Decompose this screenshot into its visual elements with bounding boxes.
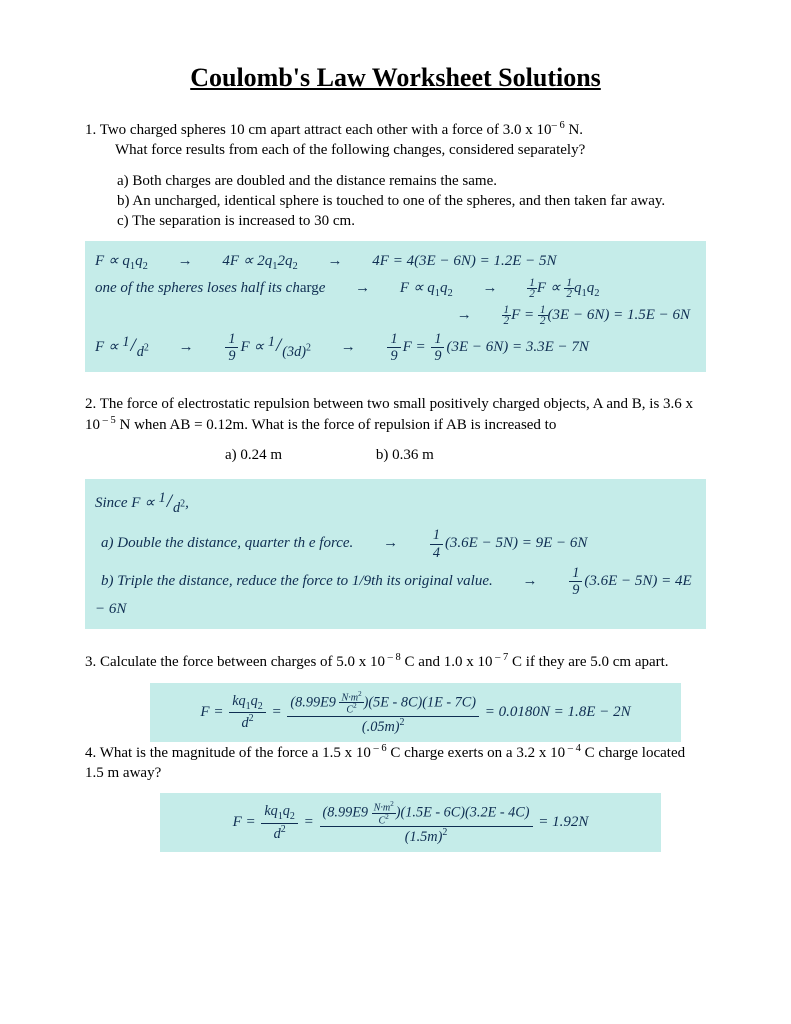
q2-stem: 2. The force of electrostatic repulsion … [85,394,706,436]
sol1-l1b: 4F ∝ 2q [222,253,272,269]
q2-opt-b: b) 0.36 m [376,445,434,465]
q2-options: a) 0.24 m b) 0.36 m [85,445,706,465]
q1-a: a) Both charges are doubled and the dist… [85,171,706,191]
sol3-num: (8.99E9 [290,694,339,710]
sol1-l4c: F = [403,339,430,355]
sol4-lead: F = [233,814,260,830]
sol1-l4a: F ∝ [95,339,122,355]
solution-1: F ∝ q1q2 → 4F ∝ 2q12q2 → 4F = 4(3E − 6N)… [85,241,706,371]
q1-exp: – 6 [552,120,565,131]
q1-stem: 1. Two charged spheres 10 cm apart attra… [85,119,706,140]
sol2-a: a) Double the distance, quarter th e for… [95,528,696,560]
q4-e2: – 4 [565,743,581,754]
q2-opt-a: a) 0.24 m [225,447,282,463]
sol1-l3: F = [511,307,538,323]
q4-a: 4. What is the magnitude of the force a … [85,745,371,761]
sol2-since: Since F ∝ 1/d2, [95,487,696,520]
sol2-b: b) Triple the distance, reduce the force… [95,566,696,622]
q3-e2: – 7 [492,652,508,663]
question-4: 4. What is the magnitude of the force a … [85,742,706,784]
sol1-l4b: F ∝ [240,339,267,355]
sol2-since-text: Since F ∝ [95,495,159,511]
sol1-line2: one of the spheres loses half its charge… [95,276,696,303]
q3-a: 3. Calculate the force between charges o… [85,654,385,670]
sol1-l4d: (3E − 6N) = 3.3E − 7N [446,339,588,355]
sol1-l2b: F ∝ q [400,280,435,296]
sol1-l3b: (3E − 6N) = 1.5E − 6N [548,307,690,323]
q2-exp: – 5 [100,415,116,426]
sol1-arg: arg [300,280,319,296]
q3-c: C if they are 5.0 cm apart. [508,654,668,670]
sol4-num2: )(1.5E - 6C)(3.2E - 4C) [396,804,530,820]
sol3-den: (.05m) [362,718,400,734]
sol2-b-text: b) Triple the distance, reduce the force… [95,573,493,589]
solution-2: Since F ∝ 1/d2, a) Double the distance, … [85,479,706,629]
solution-4: F = kq1q2d2 = (8.99E9 N·m2C2)(1.5E - 6C)… [160,793,661,852]
question-3: 3. Calculate the force between charges o… [85,651,706,672]
sol1-l2c: F ∝ [537,280,561,296]
q2-stem-b: N when AB = 0.12m. What is the force of … [116,417,557,433]
solution-3: F = kq1q2d2 = (8.99E9 N·m2C2)(5E - 8C)(1… [150,683,681,742]
sol4-num: (8.99E9 [323,804,372,820]
q3-b: C and 1.0 x 10 [401,654,493,670]
sol1-line4: F ∝ 1/d2 → 19F ∝ 1/(3d)2 → 19F = 19(3E −… [95,331,696,364]
q3-stem: 3. Calculate the force between charges o… [85,651,706,672]
sol4-rhs: = 1.92N [535,814,589,830]
sol3-lead: F = [200,703,227,719]
q1-stem-b: N. [565,122,583,138]
q4-b: C charge exerts on a 3.2 x 10 [387,745,565,761]
sol1-line1: F ∝ q1q2 → 4F ∝ 2q12q2 → 4F = 4(3E − 6N)… [95,249,696,276]
q1-c: c) The separation is increased to 30 cm. [85,211,706,231]
q4-e1: – 6 [371,743,387,754]
q1-stem-c: What force results from each of the foll… [85,140,706,160]
page: Coulomb's Law Worksheet Solutions 1. Two… [0,0,791,1024]
sol3-rhs: = 0.0180N = 1.8E − 2N [481,703,631,719]
q4-stem: 4. What is the magnitude of the force a … [85,742,706,784]
sol4-den: (1.5m) [405,829,443,845]
sol1-line3: → 12F = 12(3E − 6N) = 1.5E − 6N [95,303,696,327]
sol2-a-eq: (3.6E − 5N) = 9E − 6N [445,535,587,551]
sol3-num2: )(5E - 8C)(1E - 7C) [364,694,476,710]
q3-e1: – 8 [385,652,401,663]
page-title: Coulomb's Law Worksheet Solutions [85,60,706,95]
question-1: 1. Two charged spheres 10 cm apart attra… [85,119,706,231]
q1-b: b) An uncharged, identical sphere is tou… [85,191,706,211]
sol1-e: e [319,280,326,296]
sol1-l1c: 4F = 4(3E − 6N) = 1.2E − 5N [372,253,556,269]
sol1-l1a: F ∝ q [95,253,130,269]
sol1-l2a: one of the spheres loses half its ch [95,280,300,296]
question-2: 2. The force of electrostatic repulsion … [85,394,706,466]
sol2-a-text: a) Double the distance, quarter th e for… [95,535,353,551]
q1-stem-a: 1. Two charged spheres 10 cm apart attra… [85,122,552,138]
